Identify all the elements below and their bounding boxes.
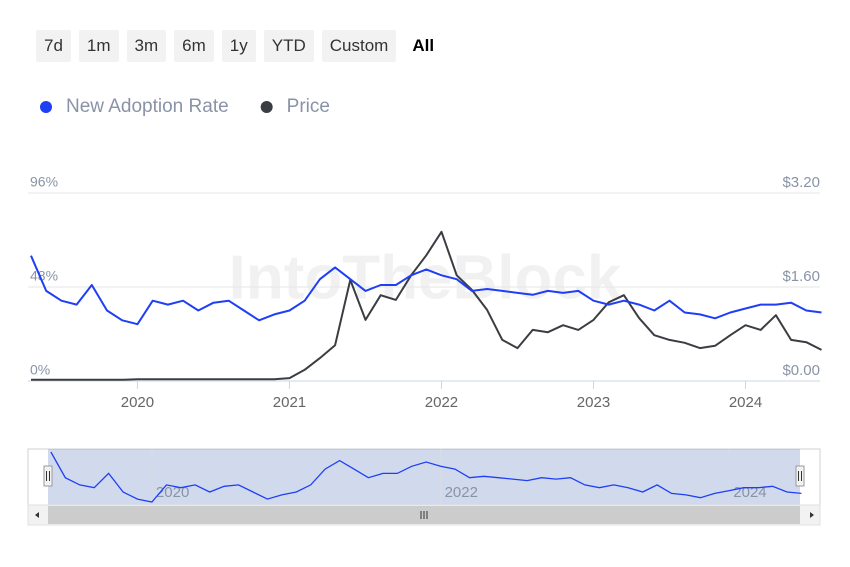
- x-tick-label: 2024: [729, 394, 762, 411]
- x-tick-label: 2023: [577, 394, 610, 411]
- y-tick-label: 48%: [30, 268, 58, 284]
- range-button[interactable]: YTD: [263, 30, 314, 62]
- navigator-handle[interactable]: [43, 465, 53, 487]
- legend-marker[interactable]: [260, 101, 273, 113]
- series-line: [30, 255, 822, 326]
- range-selector: 7d 1m 3m 6m 1y YTD Custom All: [36, 30, 442, 62]
- navigator-line: [50, 451, 802, 503]
- scrollbar-grip: [420, 511, 428, 519]
- x-tick-label: 2020: [121, 394, 154, 411]
- y-tick-label: 96%: [30, 174, 58, 190]
- range-button[interactable]: 1y: [221, 30, 256, 62]
- navigator-tick-label: 2024: [733, 484, 766, 501]
- watermark: IntoTheBlock: [229, 243, 622, 312]
- legend-label[interactable]: Price: [287, 96, 330, 117]
- navigator-tick-label: 2022: [445, 484, 478, 501]
- y2-tick-label: $1.60: [782, 268, 820, 285]
- range-button[interactable]: 7d: [36, 30, 71, 62]
- navigator-selection[interactable]: [48, 449, 800, 505]
- y-tick-label: 0%: [30, 362, 50, 378]
- range-button[interactable]: All: [412, 36, 435, 55]
- series-line: [31, 230, 822, 381]
- range-button[interactable]: Custom: [321, 30, 397, 62]
- range-button[interactable]: 6m: [174, 30, 214, 62]
- scroll-right[interactable]: [810, 512, 814, 518]
- legend-marker[interactable]: [40, 101, 52, 113]
- legend-label[interactable]: New Adoption Rate: [66, 96, 229, 117]
- handle-grip: [46, 471, 50, 481]
- x-tick-label: 2021: [273, 394, 306, 411]
- navigator-handle[interactable]: [795, 465, 805, 487]
- range-button[interactable]: 3m: [126, 30, 167, 62]
- range-button[interactable]: 1m: [78, 30, 119, 62]
- scroll-left[interactable]: [35, 512, 39, 518]
- x-tick-label: 2022: [425, 394, 458, 411]
- y2-tick-label: $0.00: [782, 362, 820, 379]
- y2-tick-label: $3.20: [782, 174, 820, 191]
- handle-grip: [798, 471, 802, 481]
